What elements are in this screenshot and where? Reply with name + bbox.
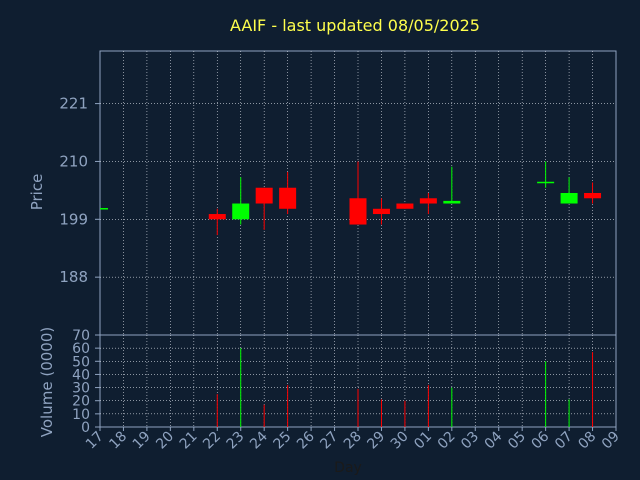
volume-tick-label: 0 [81, 420, 90, 436]
price-panel: 188 199 210 221 Price [28, 50, 617, 336]
candle-body [396, 203, 414, 209]
price-tick-label: 199 [59, 210, 88, 228]
price-tick-label: 221 [59, 95, 88, 113]
volume-tick-label: 60 [72, 341, 90, 357]
x-tick-label: 25 [271, 429, 295, 453]
x-axis-ticks: 17 18 19 20 21 22 23 24 25 26 27 28 29 30 01 02 03 04 05 06… [83, 427, 623, 452]
price-tick-label: 188 [59, 268, 88, 286]
x-tick-label: 20 [153, 429, 177, 453]
price-tick-label: 210 [59, 152, 88, 170]
x-tick-label: 09 [599, 429, 623, 453]
candle-body [419, 198, 437, 204]
x-tick-label: 24 [247, 428, 271, 452]
x-tick-label: 22 [200, 429, 224, 453]
x-tick-label: 02 [435, 429, 459, 453]
candle-body [279, 187, 297, 209]
volume-tick-label: 30 [72, 381, 90, 397]
candle-body [584, 193, 602, 199]
candle-body [560, 193, 578, 204]
chart-title: AAIF - last updated 08/05/2025 [230, 16, 480, 35]
x-tick-label: 30 [388, 429, 412, 453]
volume-tick-label: 70 [72, 328, 90, 344]
candles [100, 161, 602, 236]
candle-body [443, 200, 461, 204]
x-tick-label: 26 [294, 428, 318, 452]
x-tick-label: 19 [130, 429, 154, 453]
x-tick-label: 06 [529, 428, 553, 452]
x-tick-label: 18 [106, 429, 130, 453]
x-axis-label: Day [334, 460, 362, 476]
volume-tick-label: 20 [72, 394, 90, 410]
x-tick-label: 21 [177, 429, 201, 453]
price-y-ticks: 188 199 210 221 [59, 95, 100, 286]
volume-tick-label: 10 [72, 407, 90, 423]
x-tick-label: 29 [364, 429, 388, 453]
x-tick-label: 08 [575, 429, 599, 453]
x-tick-label: 01 [411, 429, 435, 453]
volume-tick-label: 50 [72, 354, 90, 370]
candle-body [255, 187, 273, 204]
x-tick-label: 27 [317, 429, 341, 453]
volume-tick-label: 40 [72, 367, 90, 383]
candle-body [232, 203, 250, 220]
x-tick-label: 07 [552, 429, 576, 453]
candle-body [208, 214, 226, 220]
candle-body [349, 198, 367, 225]
volume-axis-label: Volume (0000) [38, 327, 56, 437]
x-tick-label: 03 [458, 429, 482, 453]
x-tick-label: 04 [482, 428, 506, 452]
x-tick-label: 05 [505, 429, 529, 453]
candle-body [372, 208, 390, 215]
x-tick-label: 28 [341, 429, 365, 453]
x-tick-label: 23 [224, 429, 248, 453]
price-axis-label: Price [28, 174, 46, 211]
volume-bars [216, 348, 594, 427]
